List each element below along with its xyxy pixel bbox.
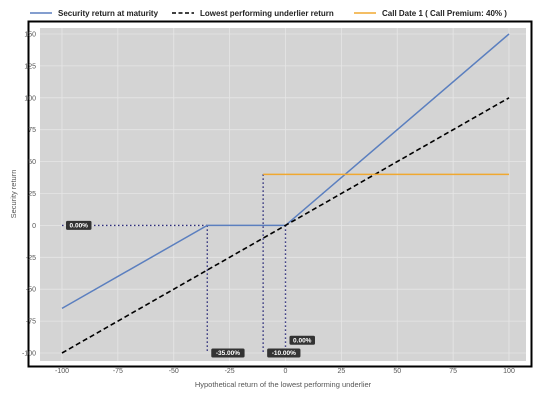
x-tick-label: 75 — [449, 368, 457, 375]
grid — [40, 28, 526, 361]
callout-box — [211, 348, 245, 358]
callout-box — [289, 335, 315, 345]
callouts: 0.00% -35.00% -10.00% 0.00% — [66, 220, 315, 358]
callout: -10.00% — [267, 348, 301, 358]
callout-box — [267, 348, 301, 358]
callout: 0.00% — [289, 335, 315, 345]
callout-label: -35.00% — [216, 350, 240, 357]
legend-item: Lowest performing underlier return — [172, 9, 334, 18]
x-tick-label: -50 — [169, 368, 179, 375]
series — [61, 33, 510, 354]
callout-label: -10.00% — [272, 350, 296, 357]
x-tick-label: -25 — [225, 368, 235, 375]
x-tick-label: 50 — [393, 368, 401, 375]
callout-label: 0.00% — [70, 223, 89, 230]
legend-label: Call Date 1 ( Call Premium: 40% ) — [382, 9, 507, 18]
legend-label: Security return at maturity — [58, 9, 159, 18]
x-tick-label: 0 — [284, 368, 288, 375]
y-tick-label: -75 — [26, 319, 36, 326]
axes: -100 -75 -50 -25 0 25 50 75 100 125 150 -100 -75 -50 -… — [22, 32, 515, 376]
y-tick-label: 150 — [24, 32, 36, 39]
series-line — [61, 97, 510, 354]
x-axis-title: Hypothetical return of the lowest perfor… — [195, 380, 372, 389]
y-tick-label: -25 — [26, 255, 36, 262]
legend-item: Security return at maturity — [30, 9, 159, 18]
y-axis-title: Security return — [9, 170, 18, 219]
y-tick-label: -100 — [22, 351, 36, 358]
plot-frame — [27, 20, 533, 368]
y-tick-label: 25 — [28, 191, 36, 198]
x-tick-label: 100 — [503, 368, 515, 375]
series-line — [61, 33, 510, 309]
callout-label: 0.00% — [293, 337, 312, 344]
plot-background — [40, 28, 526, 361]
x-tick-label: 25 — [337, 368, 345, 375]
callout: 0.00% — [66, 220, 92, 230]
y-tick-label: -50 — [26, 287, 36, 294]
y-tick-label: 125 — [24, 63, 36, 70]
x-tick-label: -100 — [55, 368, 69, 375]
legend-item: Call Date 1 ( Call Premium: 40% ) — [354, 9, 507, 18]
callout-box — [66, 220, 92, 230]
callout: -35.00% — [211, 348, 245, 358]
legend-label: Lowest performing underlier return — [200, 9, 334, 18]
y-tick-label: 0 — [32, 223, 36, 230]
legend: Security return at maturity Lowest perfor… — [30, 9, 507, 18]
y-tick-label: 50 — [28, 159, 36, 166]
y-tick-label: 75 — [28, 127, 36, 134]
y-tick-label: 100 — [24, 95, 36, 102]
x-tick-label: -75 — [113, 368, 123, 375]
